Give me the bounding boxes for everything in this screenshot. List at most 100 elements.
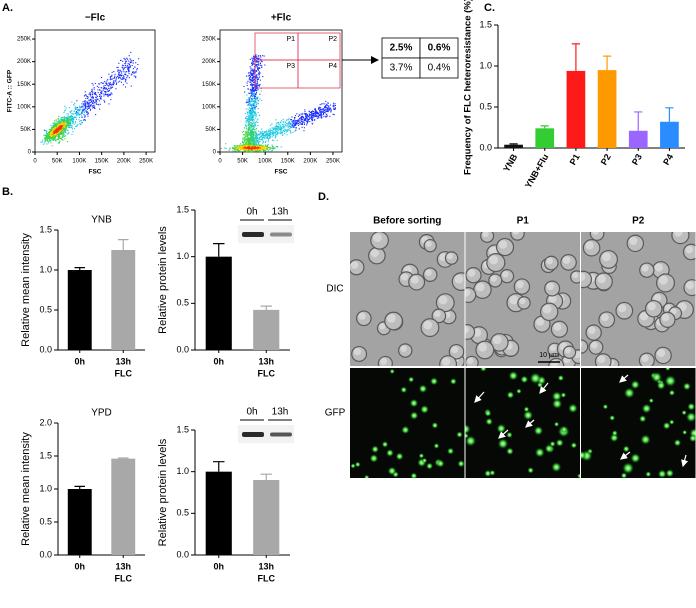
event-dot: [262, 75, 264, 78]
event-dot: [128, 68, 130, 70]
event-dot: [245, 146, 247, 149]
cell-highlight: [548, 294, 557, 303]
event-dot: [276, 131, 278, 133]
event-dot: [81, 116, 83, 118]
event-dot: [235, 147, 237, 149]
x-tick-label: 100K: [72, 159, 86, 165]
event-dot: [281, 131, 283, 133]
event-dot: [126, 75, 128, 77]
event-dot: [120, 74, 122, 77]
event-dot: [251, 129, 253, 131]
table-cell: [419, 57, 459, 79]
event-dot: [266, 133, 268, 135]
event-dot: [109, 76, 111, 78]
event-dot: [47, 131, 50, 133]
event-dot: [237, 145, 239, 147]
event-dot: [255, 117, 257, 119]
event-dot: [67, 113, 69, 115]
event-dot: [308, 115, 310, 117]
event-dot: [306, 113, 308, 115]
gfp-cell: [527, 467, 534, 474]
event-dot: [255, 100, 257, 102]
gfp-cell: [421, 457, 428, 464]
event-dot: [252, 68, 254, 70]
event-dot: [274, 136, 276, 138]
event-dot: [303, 122, 305, 124]
event-dot: [48, 142, 50, 144]
event-dot: [97, 91, 99, 94]
event-dot: [55, 140, 57, 142]
event-dot: [240, 147, 242, 150]
event-dot: [247, 146, 249, 148]
event-dot: [311, 116, 313, 119]
blot-band: [270, 432, 292, 437]
event-dot: [243, 145, 245, 147]
event-dot: [245, 102, 247, 104]
blot-strip: [238, 425, 294, 443]
x-tick-label: 150K: [95, 159, 109, 165]
event-dot: [321, 108, 323, 110]
event-dot: [285, 124, 287, 126]
event-dot: [253, 102, 256, 104]
event-dot: [253, 140, 255, 142]
event-dot: [247, 137, 249, 139]
event-dot: [56, 134, 58, 136]
y-tick-label: 200K: [17, 59, 31, 65]
event-dot: [300, 117, 302, 119]
event-dot: [253, 59, 256, 61]
event-dot: [264, 131, 266, 133]
event-dot: [60, 132, 62, 134]
event-dot: [293, 117, 296, 119]
event-dot: [124, 78, 127, 80]
event-dot: [263, 146, 265, 148]
event-dot: [276, 125, 278, 128]
gfp-cell: [553, 421, 560, 427]
event-dot: [109, 81, 111, 84]
event-dot: [326, 115, 328, 117]
event-dot: [256, 133, 258, 135]
event-dot: [250, 144, 252, 146]
event-dot: [91, 88, 93, 90]
gfp-cell: [484, 469, 492, 478]
event-dot: [268, 137, 270, 140]
event-dot: [245, 124, 247, 126]
event-dot: [53, 131, 55, 133]
event-dot: [89, 92, 91, 94]
event-dot: [255, 133, 257, 135]
event-dot: [251, 137, 253, 139]
event-dot: [320, 103, 323, 105]
event-dot: [98, 83, 100, 85]
event-dot: [99, 103, 101, 105]
event-dot: [247, 132, 249, 134]
event-dot: [49, 130, 51, 132]
event-dot: [251, 89, 253, 92]
event-dot: [52, 136, 54, 138]
event-dot: [91, 105, 93, 107]
event-dot: [255, 102, 257, 104]
event-dot: [254, 82, 256, 84]
event-dot: [313, 113, 315, 115]
event-dot: [256, 99, 258, 101]
event-dot: [58, 119, 60, 121]
event-dot: [287, 129, 289, 132]
event-dot: [246, 128, 248, 130]
event-dot: [245, 108, 247, 110]
event-dot: [263, 150, 265, 152]
event-dot: [255, 140, 257, 142]
event-dot: [96, 98, 98, 100]
event-dot: [298, 123, 300, 125]
event-dot: [258, 141, 260, 143]
cell-highlight: [516, 280, 524, 289]
event-dot: [245, 138, 248, 140]
event-dot: [92, 96, 94, 98]
event-dot: [45, 134, 47, 136]
event-dot: [106, 90, 108, 92]
event-dot: [248, 116, 250, 118]
event-dot: [255, 135, 257, 137]
event-dot: [272, 130, 274, 132]
event-dot: [124, 66, 126, 69]
event-dot: [45, 139, 47, 141]
event-dot: [246, 145, 248, 147]
event-dot: [61, 119, 63, 121]
event-dot: [261, 66, 263, 69]
